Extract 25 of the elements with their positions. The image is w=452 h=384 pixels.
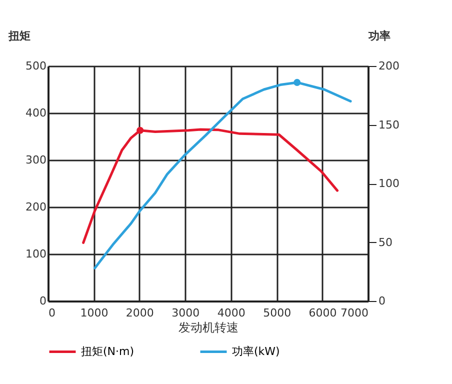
y2-axis-title: 功率 <box>368 30 390 42</box>
x-tick-label: 6000 <box>308 306 337 320</box>
y2-tick-label: 50 <box>378 236 392 249</box>
x-tick-label: 2000 <box>126 306 154 320</box>
x-tick-label: 3000 <box>172 306 200 320</box>
x-tick-label: 4000 <box>217 306 246 320</box>
y-tick-label: 100 <box>26 248 46 260</box>
y-tick-label: 500 <box>26 60 46 72</box>
y-axis-title: 扭矩 <box>8 30 30 42</box>
x-tick-label: 7000 <box>340 306 368 320</box>
y-tick-label: 400 <box>26 106 46 120</box>
legend-label: 功率(kW) <box>232 344 280 358</box>
y2-tick-label: 100 <box>378 177 400 190</box>
x-axis-title: 发动机转速 <box>178 320 238 334</box>
x-tick-label: 1000 <box>80 306 108 320</box>
y-tick-label: 300 <box>26 154 46 166</box>
y2-tick-label: 200 <box>378 60 400 72</box>
line-series <box>82 128 339 244</box>
y2-tick-label: 0 <box>378 294 386 308</box>
legend-label: 扭矩(N·m) <box>81 344 134 358</box>
y-tick-label: 0 <box>40 294 46 308</box>
y-tick-label: 200 <box>26 200 46 214</box>
x-tick-label: 5000 <box>263 306 292 320</box>
x-tick-label: 0 <box>48 306 56 320</box>
y2-tick-label: 150 <box>378 118 400 132</box>
